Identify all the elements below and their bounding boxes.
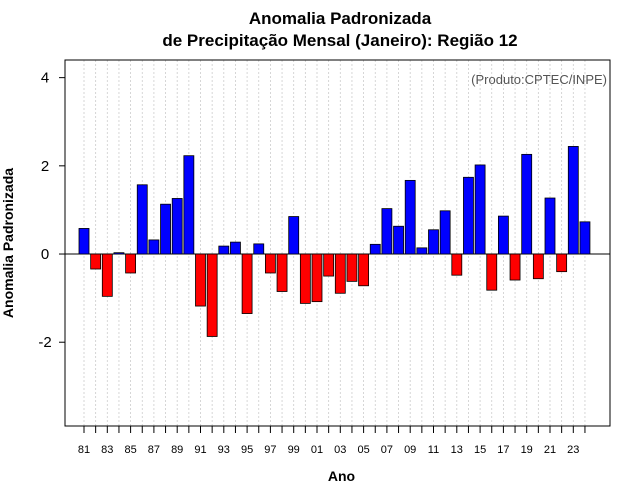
bar-2024 — [579, 221, 591, 255]
bar-2016 — [486, 253, 498, 291]
y-tick-label: -2 — [38, 334, 51, 351]
bar-2018 — [509, 253, 521, 281]
vertical-gridlines — [83, 60, 586, 426]
x-tick-label: 17 — [497, 444, 509, 456]
bar-1993 — [218, 245, 230, 255]
bar-1982 — [90, 253, 102, 270]
x-tick-label: 03 — [334, 444, 346, 456]
bar-2003 — [334, 253, 346, 294]
bar-1986 — [136, 184, 148, 255]
x-tick-label: 97 — [264, 444, 276, 456]
bar-1994 — [230, 241, 241, 255]
x-tick-label: 87 — [148, 444, 160, 456]
x-tick-label: 09 — [404, 444, 416, 456]
bar-2011 — [428, 229, 439, 255]
x-tick-label: 89 — [171, 444, 183, 456]
y-tick-label: 0 — [41, 246, 49, 263]
bar-1983 — [101, 253, 113, 297]
x-tick-label: 99 — [288, 444, 300, 456]
bar-1995 — [241, 253, 253, 314]
bar-1997 — [264, 253, 276, 274]
x-tick-label: 11 — [428, 444, 439, 456]
y-axis-title: Anomalia Padronizada — [0, 168, 16, 318]
y-axis: -2 0 2 4 — [38, 70, 65, 351]
bar-1988 — [160, 203, 171, 255]
x-tick-label: 91 — [194, 444, 206, 456]
bar-1984 — [113, 252, 125, 255]
bar-2006 — [369, 243, 381, 255]
x-tick-label: 07 — [381, 444, 393, 456]
bar-1991 — [195, 253, 206, 307]
y-tick-label: 4 — [41, 70, 49, 87]
bar-2013 — [451, 253, 463, 276]
bar-1985 — [125, 253, 136, 274]
bar-2005 — [358, 253, 370, 287]
plot-frame — [64, 59, 611, 427]
x-tick-label: 05 — [357, 444, 369, 456]
bar-2023 — [567, 146, 579, 255]
bar-2008 — [393, 225, 404, 255]
x-tick-label: 93 — [218, 444, 230, 456]
x-tick-label: 19 — [521, 444, 533, 456]
x-tick-label: 21 — [544, 444, 556, 456]
bar-2001 — [311, 253, 323, 303]
source-annotation: (Produto:CPTEC/INPE) — [471, 72, 607, 87]
chart-subtitle: de Precipitação Mensal (Janeiro): Região… — [162, 31, 518, 50]
bar-2021 — [544, 197, 556, 255]
bar-2017 — [497, 215, 509, 255]
y-tick-label: 2 — [41, 158, 49, 175]
x-tick-label: 01 — [311, 444, 323, 456]
bar-2020 — [532, 253, 544, 280]
bar-2014 — [463, 176, 474, 255]
bar-1990 — [183, 155, 195, 255]
bar-2007 — [381, 208, 393, 255]
bar-2009 — [404, 179, 416, 255]
x-tick-label: 15 — [474, 444, 486, 456]
x-tick-label: 83 — [101, 444, 113, 456]
x-tick-label: 23 — [567, 444, 579, 456]
bar-2002 — [323, 253, 335, 277]
bar-2000 — [299, 253, 311, 304]
bar-2022 — [556, 253, 568, 273]
bar-2004 — [346, 253, 358, 282]
x-tick-label: 85 — [124, 444, 136, 456]
x-tick-label: 95 — [241, 444, 253, 456]
bar-1989 — [171, 198, 183, 255]
x-tick-label: 81 — [78, 444, 90, 456]
bar-1996 — [253, 243, 265, 255]
bar-1981 — [78, 228, 90, 255]
x-axis: 81 83 85 87 89 91 93 95 97 99 01 03 05 07 09 11 13 15 17 19… — [78, 426, 586, 456]
bar-2012 — [439, 210, 451, 255]
bar-1992 — [206, 253, 218, 337]
bar-2019 — [521, 153, 533, 255]
bar-2010 — [416, 247, 428, 255]
bar-1987 — [148, 239, 160, 255]
x-tick-label: 13 — [451, 444, 463, 456]
bar-1998 — [276, 253, 288, 292]
bar-1999 — [288, 216, 300, 255]
x-axis-title: Ano — [328, 468, 355, 484]
bar-2015 — [474, 164, 486, 255]
chart-title: Anomalia Padronizada — [248, 9, 432, 28]
bar-series — [78, 146, 591, 337]
